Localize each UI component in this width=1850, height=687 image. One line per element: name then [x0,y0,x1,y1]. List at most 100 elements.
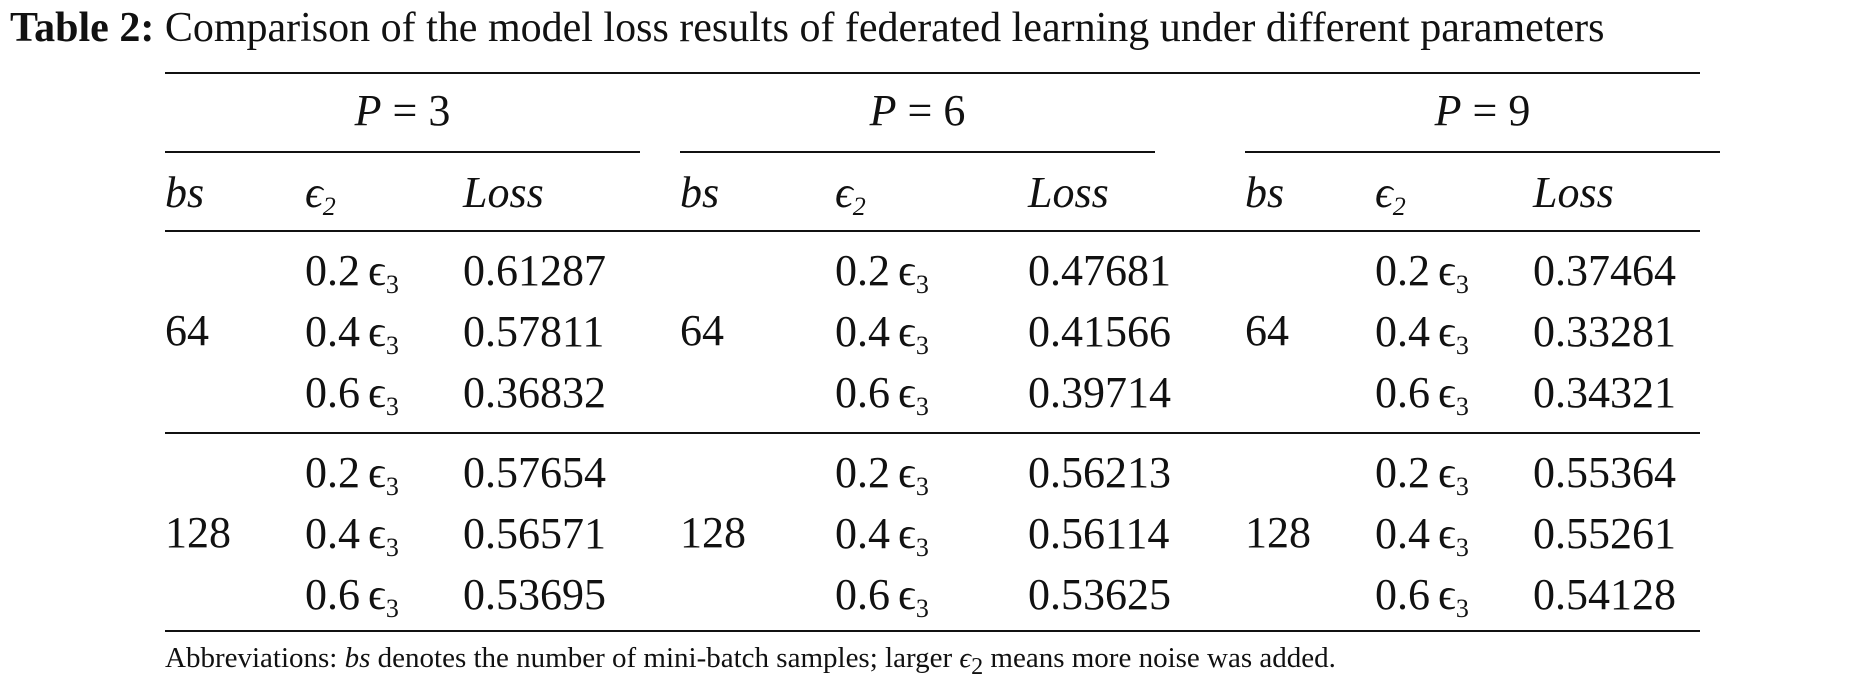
loss-value: 0.54128 [1533,570,1676,619]
eps-value: 0.2 ϵ3 [835,246,929,310]
eps-coefficient: 0.4 [305,307,360,356]
eps-symbol: ϵ [368,307,386,356]
col-header-eps-sub: 2 [322,192,336,221]
eps-symbol: ϵ [368,246,386,295]
eps-symbol: ϵ [1438,368,1456,417]
eps-value: 0.6 ϵ3 [305,368,399,432]
col-header-loss: Loss [1028,168,1109,217]
loss-value: 0.34321 [1533,368,1676,417]
eps-subscript: 3 [915,472,929,501]
loss-value: 0.61287 [463,246,606,295]
bs-value: 64 [680,306,724,355]
eps-symbol: ϵ [368,448,386,497]
eps-coefficient: 0.2 [1375,448,1430,497]
eps-value: 0.2 ϵ3 [1375,448,1469,512]
eps-symbol: ϵ [1438,570,1456,619]
bs-value: 128 [680,508,746,557]
group-header-var: P [1434,86,1462,135]
loss-value: 0.37464 [1533,246,1676,295]
bs-value: 128 [1245,508,1311,557]
col-header-loss: Loss [463,168,544,217]
bs-value: 64 [165,306,209,355]
eps-value: 0.6 ϵ3 [305,570,399,634]
eps-coefficient: 0.6 [835,570,890,619]
col-header-eps: ϵ2 [1375,168,1406,232]
col-header-eps-symbol: ϵ [835,168,853,217]
eps-symbol: ϵ [1438,448,1456,497]
eps-subscript: 3 [385,472,399,501]
eps-value: 0.2 ϵ3 [305,246,399,310]
group-header-1: P = 3 [165,86,640,136]
eps-coefficient: 0.6 [1375,368,1430,417]
loss-value: 0.57654 [463,448,606,497]
eps-value: 0.4 ϵ3 [305,307,399,371]
loss-value: 0.56571 [463,509,606,558]
col-header-eps: ϵ2 [835,168,866,232]
group-header-2: P = 6 [680,86,1155,136]
eps-symbol: ϵ [898,307,916,356]
bottom-rule [165,630,1700,632]
eps-coefficient: 0.2 [835,246,890,295]
eps-symbol: ϵ [898,509,916,558]
caption-label: Table 2: [10,5,155,51]
eps-subscript: 3 [1455,331,1469,360]
eps-coefficient: 0.2 [305,246,360,295]
footnote-suffix: means more noise was added. [983,642,1336,674]
eps-value: 0.2 ϵ3 [1375,246,1469,310]
bs-value: 128 [165,508,231,557]
col-header-eps-sub: 2 [852,192,866,221]
eps-symbol: ϵ [368,570,386,619]
eps-symbol: ϵ [1438,509,1456,558]
eps-coefficient: 0.4 [1375,509,1430,558]
eps-value: 0.2 ϵ3 [835,448,929,512]
eps-subscript: 3 [385,392,399,421]
loss-value: 0.33281 [1533,307,1676,356]
eps-coefficient: 0.2 [835,448,890,497]
col-header-eps-symbol: ϵ [305,168,323,217]
eps-coefficient: 0.2 [1375,246,1430,295]
block-separator-rule [165,432,1700,434]
group-header-var: P [354,86,382,135]
table-caption: Table 2: Comparison of the model loss re… [10,4,1604,52]
loss-value: 0.47681 [1028,246,1171,295]
eps-value: 0.2 ϵ3 [305,448,399,512]
eps-coefficient: 0.6 [305,368,360,417]
col-header-eps: ϵ2 [305,168,336,232]
eps-coefficient: 0.4 [1375,307,1430,356]
footnote-eps-sub: 2 [971,652,984,680]
eps-value: 0.4 ϵ3 [1375,307,1469,371]
col-header-bs: bs [680,168,720,217]
group-header-eq: = 9 [1461,86,1531,135]
group-underline-1 [165,151,640,153]
col-header-eps-symbol: ϵ [1375,168,1393,217]
eps-symbol: ϵ [898,448,916,497]
loss-value: 0.53625 [1028,570,1171,619]
eps-value: 0.4 ϵ3 [835,509,929,573]
eps-coefficient: 0.2 [305,448,360,497]
bs-value: 64 [1245,306,1289,355]
loss-value: 0.39714 [1028,368,1171,417]
eps-subscript: 3 [1455,472,1469,501]
eps-subscript: 3 [915,392,929,421]
eps-subscript: 3 [385,331,399,360]
loss-value: 0.56213 [1028,448,1171,497]
col-header-bs: bs [165,168,205,217]
header-rule [165,230,1700,232]
eps-value: 0.6 ϵ3 [835,570,929,634]
eps-value: 0.6 ϵ3 [1375,570,1469,634]
eps-coefficient: 0.6 [1375,570,1430,619]
eps-coefficient: 0.6 [835,368,890,417]
eps-subscript: 3 [385,270,399,299]
eps-subscript: 3 [915,331,929,360]
loss-value: 0.36832 [463,368,606,417]
eps-symbol: ϵ [1438,246,1456,295]
eps-symbol: ϵ [898,246,916,295]
footnote-bs: bs [344,642,371,674]
eps-subscript: 3 [915,533,929,562]
eps-subscript: 3 [915,594,929,623]
group-header-eq: = 3 [381,86,451,135]
eps-symbol: ϵ [368,509,386,558]
loss-value: 0.56114 [1028,509,1170,558]
loss-value: 0.57811 [463,307,605,356]
eps-coefficient: 0.4 [835,509,890,558]
